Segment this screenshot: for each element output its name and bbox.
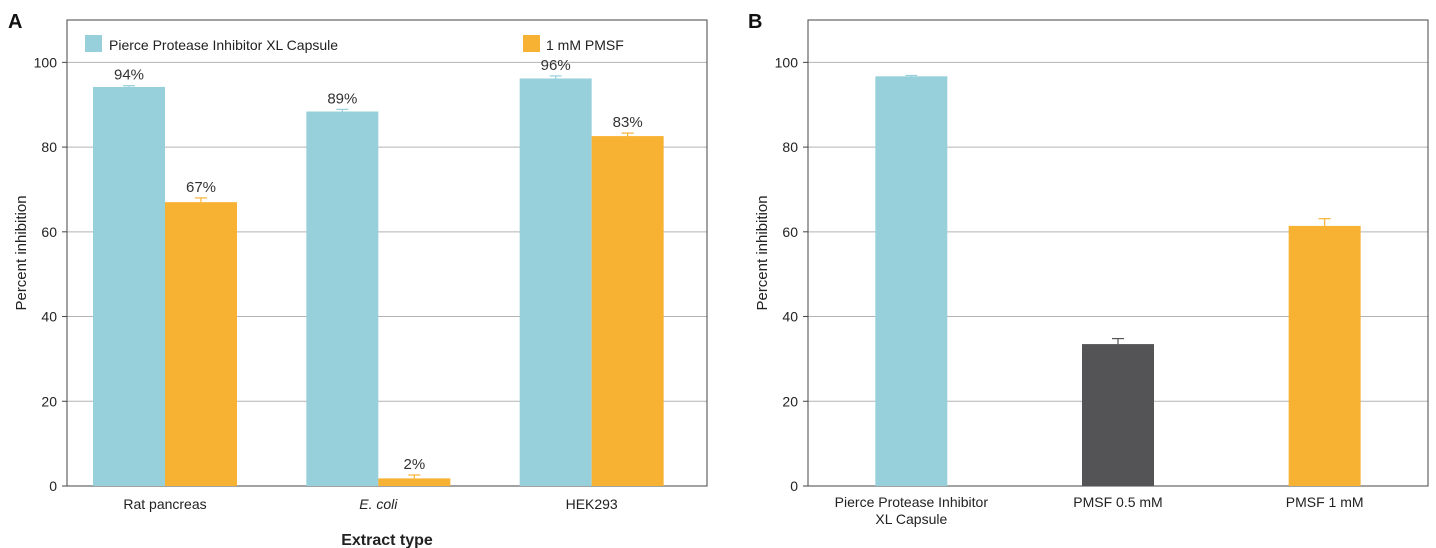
panel-a: A 0 20 40 60 80 100 94% 67% 89% 2% 96% 83% Rat pan… (8, 11, 708, 548)
panel-a-x-tick-labels: Rat pancreas E. coli HEK293 (123, 496, 618, 512)
data-label: 89% (327, 90, 357, 107)
bar (306, 111, 379, 486)
legend-swatch-pmsf-1mm (523, 35, 540, 52)
bar (875, 76, 948, 487)
bar (1082, 344, 1154, 486)
bar (378, 478, 451, 486)
y-tick-label: 0 (790, 478, 798, 494)
x-tick-label: PMSF 0.5 mM (1073, 494, 1162, 510)
x-tick-label: Rat pancreas (123, 496, 206, 512)
bar (93, 86, 165, 487)
panel-a-y-tick-labels: 0 20 40 60 80 100 (34, 54, 58, 494)
y-tick-label: 60 (41, 224, 57, 240)
y-tick-label: 40 (41, 309, 57, 325)
y-tick-label: 80 (782, 139, 798, 155)
data-label: 83% (613, 114, 643, 131)
data-label: 96% (541, 57, 571, 74)
panel-b-y-tick-labels: 0 20 40 60 80 100 (775, 54, 799, 494)
x-tick-label: XL Capsule (875, 511, 947, 527)
legend-label-capsule: Pierce Protease Inhibitor XL Capsule (109, 37, 338, 53)
legend-label-pmsf-1mm: 1 mM PMSF (546, 37, 624, 53)
data-label: 67% (186, 179, 216, 196)
panel-b-y-axis-label: Percent inhibition (754, 195, 771, 310)
panel-b: B 0 20 40 60 80 100 Pierce Protease Inhibitor… (748, 11, 1429, 527)
legend-swatch-capsule (85, 35, 102, 52)
x-tick-label: HEK293 (566, 496, 618, 512)
x-tick-label: PMSF 1 mM (1286, 494, 1364, 510)
panel-a-y-axis-label: Percent inhibition (13, 195, 30, 310)
panel-a-legend: Pierce Protease Inhibitor XL Capsule 1 m… (85, 35, 624, 53)
data-label: 2% (403, 456, 425, 473)
x-tick-label: Pierce Protease Inhibitor (835, 494, 989, 510)
panel-a-label: A (8, 11, 22, 33)
y-tick-label: 20 (41, 393, 57, 409)
y-tick-label: 80 (41, 139, 57, 155)
y-tick-label: 40 (782, 309, 798, 325)
y-tick-label: 100 (775, 54, 799, 70)
y-tick-label: 100 (34, 54, 58, 70)
panel-a-bars: 94% 67% 89% 2% 96% 83% (93, 57, 664, 487)
bar (165, 202, 237, 486)
bar (519, 78, 592, 486)
panel-b-label: B (748, 11, 762, 33)
y-tick-label: 60 (782, 224, 798, 240)
panel-b-bars (875, 74, 1361, 487)
data-label: 94% (114, 67, 144, 84)
bar (1288, 225, 1361, 486)
y-tick-label: 20 (782, 393, 798, 409)
panel-a-x-axis-label: Extract type (341, 532, 433, 548)
bar (591, 136, 664, 487)
y-tick-label: 0 (49, 478, 57, 494)
x-tick-label: E. coli (359, 496, 398, 512)
